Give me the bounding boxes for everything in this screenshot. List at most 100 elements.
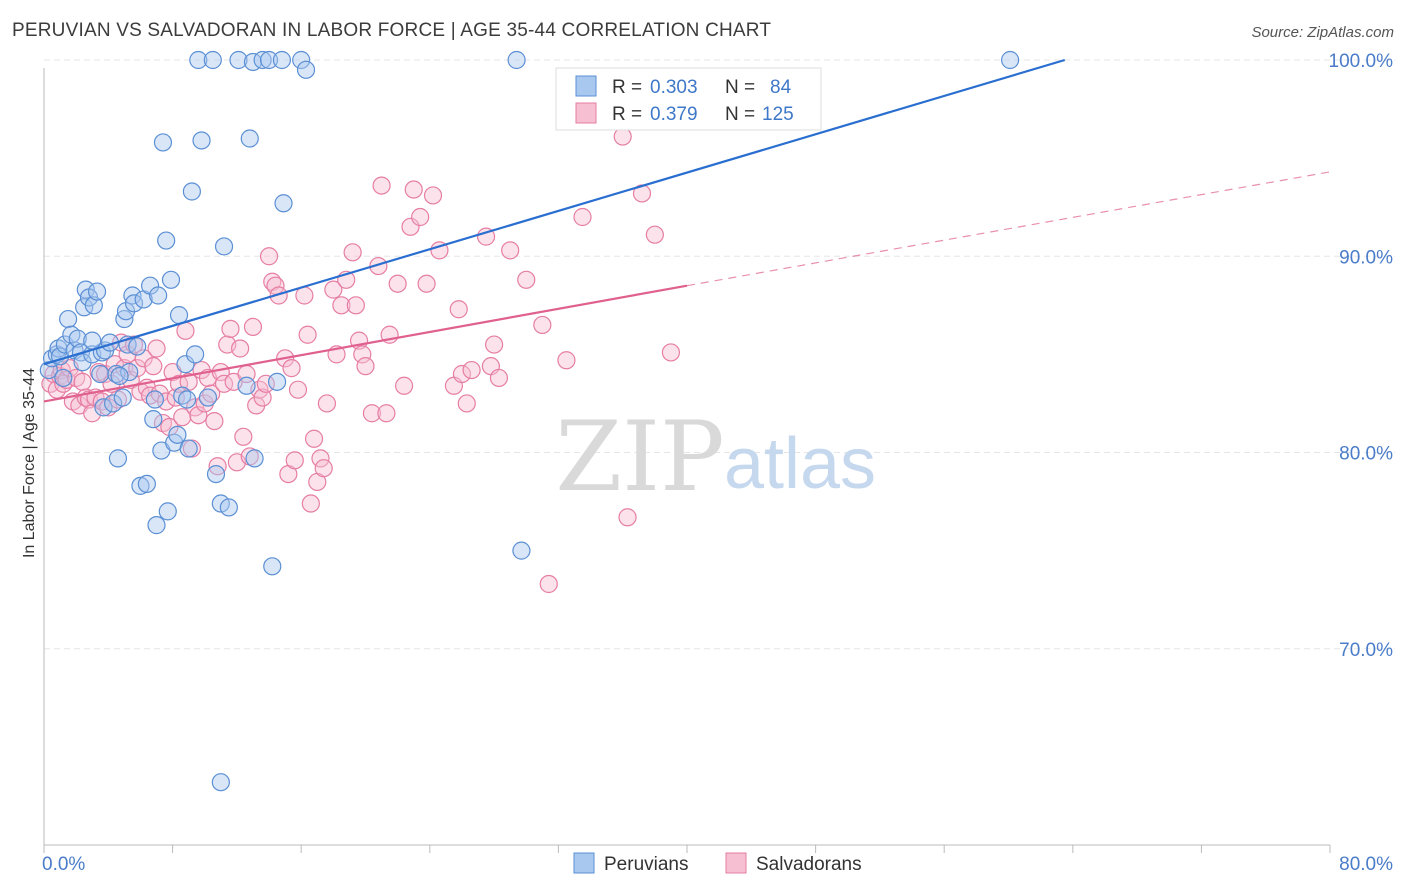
peruvian-point xyxy=(39,360,58,380)
peruvian-point xyxy=(176,355,195,374)
stats-r-value-2: 0.379 xyxy=(650,104,698,125)
salvadoran-point xyxy=(362,404,382,423)
peruvian-point xyxy=(296,60,316,79)
peruvian-point xyxy=(179,439,198,458)
salvadoran-point xyxy=(449,300,468,319)
peruvian-point xyxy=(240,129,259,148)
peruvian-point xyxy=(158,502,177,521)
legend-swatch-peruvians xyxy=(573,852,595,874)
salvadoran-point xyxy=(221,319,240,338)
peruvian-point xyxy=(274,194,293,213)
salvadoran-point xyxy=(423,186,443,205)
peruvian-point xyxy=(259,50,279,70)
peruvian-point xyxy=(120,362,139,382)
salvadoran-point xyxy=(317,394,337,413)
salvadoran-point xyxy=(324,280,343,299)
salvadoran-point xyxy=(573,207,592,227)
series-legend: Peruvians Salvadorans xyxy=(573,852,862,875)
salvadoran-point xyxy=(234,427,253,446)
stats-legend-frame xyxy=(555,67,822,131)
stats-swatch-peruvians xyxy=(575,75,597,97)
peruvian-point xyxy=(237,376,256,395)
peruvian-point xyxy=(253,50,272,70)
peruvian-point xyxy=(144,410,163,429)
salvadoran-point xyxy=(256,374,275,393)
peruvian-point xyxy=(1001,50,1020,70)
stats-r-value-1: 0.303 xyxy=(650,77,698,98)
legend-label-salvadorans: Salvadorans xyxy=(756,854,862,875)
salvadoran-point xyxy=(613,127,632,146)
salvadoran-point xyxy=(372,176,391,195)
stats-n-label-2: N = xyxy=(725,104,755,125)
peruvian-point xyxy=(203,50,222,70)
peruvian-point xyxy=(84,296,103,315)
peruvian-point xyxy=(94,398,113,417)
salvadoran-point xyxy=(462,360,481,380)
salvadoran-point xyxy=(311,449,330,468)
peruvian-point xyxy=(263,557,282,576)
peruvian-point xyxy=(113,388,132,407)
stats-n-label-1: N = xyxy=(725,77,755,98)
salvadoran-point xyxy=(73,372,92,391)
salvadoran-point xyxy=(314,459,333,478)
peruvian-point xyxy=(124,294,144,313)
peruvian-point xyxy=(177,390,197,409)
salvadoran-point xyxy=(231,339,250,358)
y-tick-label: 100.0% xyxy=(1329,51,1394,72)
salvadoran-point xyxy=(83,404,102,423)
series-salvadorans-points xyxy=(41,127,681,594)
salvadoran-point xyxy=(417,274,436,293)
salvadoran-point xyxy=(304,429,324,448)
y-tick-label: 90.0% xyxy=(1339,247,1393,268)
legend-label-peruvians: Peruvians xyxy=(604,854,689,875)
peruvian-point xyxy=(186,345,205,364)
peruvian-point xyxy=(211,773,230,792)
salvadoran-point xyxy=(205,412,224,431)
stats-n-value-2: 125 xyxy=(762,104,794,125)
salvadoran-point xyxy=(343,243,362,262)
salvadoran-point xyxy=(645,225,664,244)
salvadoran-point xyxy=(489,368,509,388)
series-peruvians-points xyxy=(39,50,1020,792)
peruvian-point xyxy=(59,309,78,329)
salvadoran-point xyxy=(485,335,504,354)
peruvian-point xyxy=(157,231,176,250)
salvadoran-point xyxy=(173,408,192,427)
peruvian-point xyxy=(137,474,156,493)
trend-line-peruvians xyxy=(43,58,1066,366)
salvadoran-point xyxy=(401,217,420,236)
salvadoran-point xyxy=(332,296,351,315)
peruvian-point xyxy=(147,516,166,535)
axes xyxy=(43,68,1331,853)
salvadoran-point xyxy=(346,296,365,315)
y-tick-label: 70.0% xyxy=(1339,640,1393,661)
peruvian-point xyxy=(219,498,238,517)
stats-n-value-1: 84 xyxy=(770,77,792,98)
peruvian-point xyxy=(229,50,248,70)
peruvian-point xyxy=(168,425,187,444)
peruvian-point xyxy=(145,390,165,409)
salvadoran-point xyxy=(356,357,375,376)
chart-title: PERUVIAN VS SALVADORAN IN LABOR FORCE | … xyxy=(12,20,772,41)
salvadoran-point xyxy=(533,315,552,335)
peruvian-point xyxy=(272,50,292,70)
peruvian-point xyxy=(104,394,123,413)
salvadoran-point xyxy=(285,451,304,470)
peruvian-point xyxy=(182,182,201,201)
salvadoran-point xyxy=(189,406,208,425)
y-axis-label: In Labor Force | Age 35-44 xyxy=(21,368,38,558)
peruvian-point xyxy=(267,372,287,391)
peruvian-point xyxy=(153,133,173,152)
peruvian-point xyxy=(245,449,264,468)
watermark-atlas: atlas xyxy=(724,424,876,504)
salvadoran-point xyxy=(557,351,576,370)
stats-swatch-salvadorans xyxy=(575,102,597,124)
salvadoran-point xyxy=(282,359,301,378)
peruvian-point xyxy=(192,131,211,150)
peruvian-point xyxy=(512,541,531,560)
x-tick-label: 0.0% xyxy=(42,854,85,875)
stats-r-label-2: R = xyxy=(612,104,642,125)
salvadoran-point xyxy=(501,241,520,260)
zipatlas-watermark: ZIP atlas xyxy=(555,401,876,513)
